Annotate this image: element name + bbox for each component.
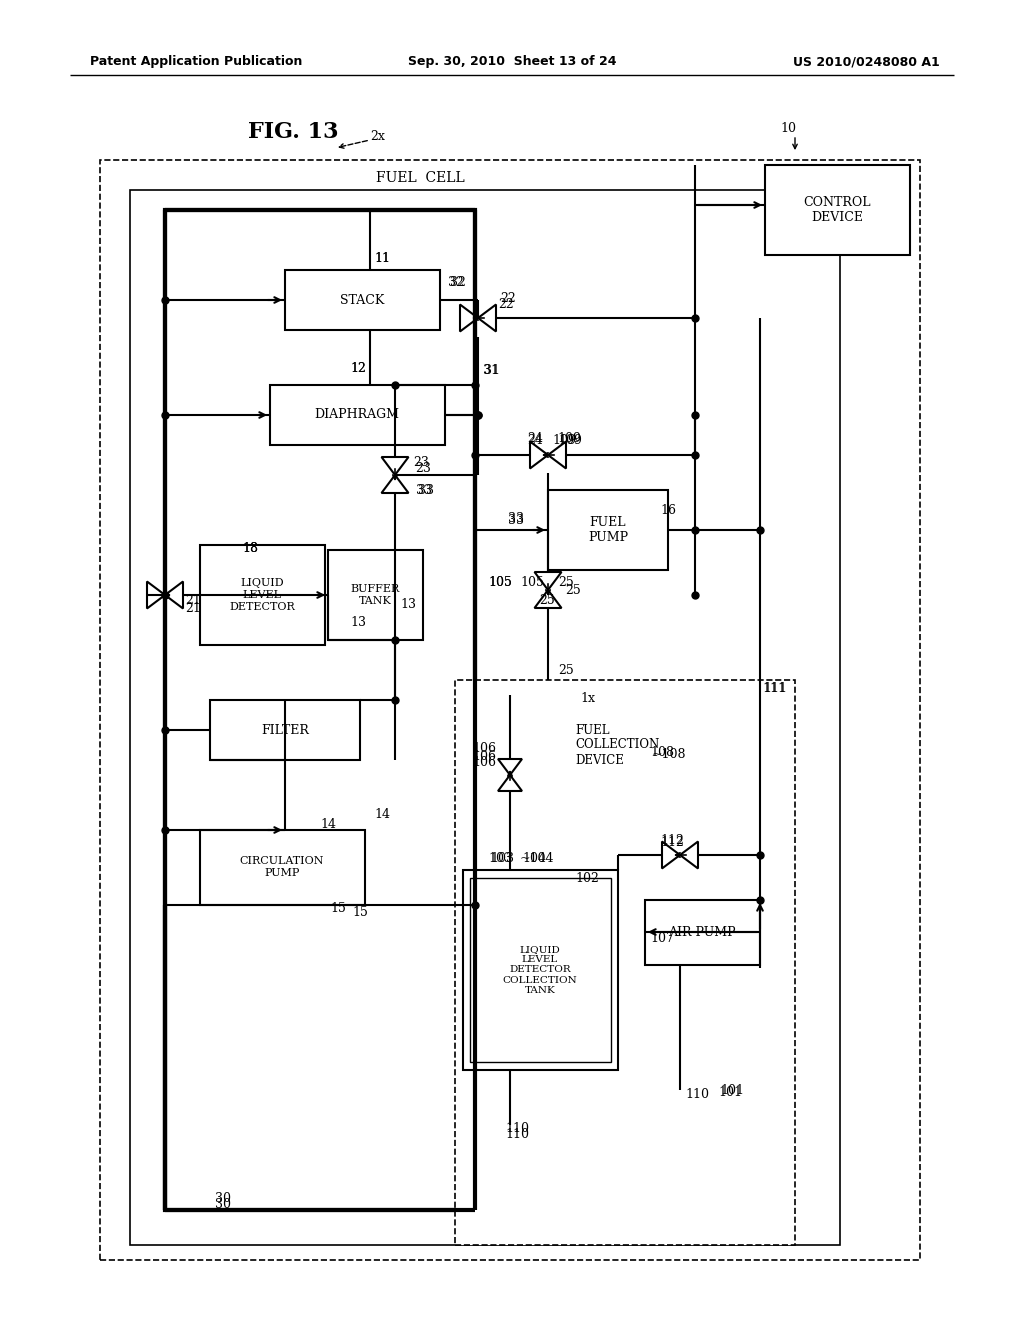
Text: 24: 24 [527,433,543,446]
Text: LIQUID
LEVEL
DETECTOR: LIQUID LEVEL DETECTOR [229,578,295,611]
Text: CONTROL
DEVICE: CONTROL DEVICE [803,195,870,224]
Bar [765,165,910,255]
Text: 106: 106 [472,742,496,755]
Text: LIQUID
LEVEL
DETECTOR
COLLECTION
TANK: LIQUID LEVEL DETECTOR COLLECTION TANK [503,945,578,995]
Text: 1x: 1x [580,692,595,705]
Text: 14: 14 [319,818,336,832]
Text: 109: 109 [558,433,582,446]
Text: FUEL  CELL: FUEL CELL [376,172,464,185]
Bar [165,210,475,1210]
Text: 32: 32 [449,276,464,289]
Bar [470,878,611,1063]
Text: 15: 15 [352,906,368,919]
Text: 10: 10 [780,121,796,135]
Bar [200,545,325,645]
Text: 12: 12 [350,362,366,375]
Text: 13: 13 [400,598,416,611]
Text: 15: 15 [330,902,346,915]
Text: 101: 101 [720,1084,744,1097]
Text: 107: 107 [650,932,674,945]
Text: ~104: ~104 [520,851,555,865]
Text: 33: 33 [508,513,524,527]
Text: 30: 30 [215,1192,231,1204]
Text: Patent Application Publication: Patent Application Publication [90,55,302,69]
Text: ~108: ~108 [652,748,686,762]
Text: FUEL
PUMP: FUEL PUMP [588,516,628,544]
Text: 14: 14 [374,808,390,821]
Text: 33: 33 [416,483,432,496]
Text: FUEL
COLLECTION
DEVICE: FUEL COLLECTION DEVICE [575,723,659,767]
Text: 2x: 2x [370,131,385,144]
Text: 112: 112 [660,833,684,846]
Text: 11: 11 [374,252,390,264]
Text: 16: 16 [660,503,676,516]
Text: BUFFER
TANK: BUFFER TANK [350,585,399,606]
Text: 11: 11 [374,252,390,264]
Text: 33: 33 [508,511,524,524]
Text: 106: 106 [472,755,496,768]
Text: 111: 111 [762,681,786,694]
Text: 12: 12 [350,362,366,375]
Bar [270,385,445,445]
Bar [285,271,440,330]
Text: 106: 106 [472,750,496,763]
Text: 108: 108 [650,746,674,759]
Text: 24: 24 [527,432,543,445]
Bar [210,700,360,760]
Text: 25: 25 [558,664,573,676]
Text: 18: 18 [242,541,258,554]
Text: 31: 31 [484,363,500,376]
Text: 104: 104 [522,851,546,865]
Text: US 2010/0248080 A1: US 2010/0248080 A1 [794,55,940,69]
Text: 102: 102 [575,871,599,884]
Bar [548,490,668,570]
Text: DIAPHRAGM: DIAPHRAGM [314,408,399,421]
Text: CIRCULATION
PUMP: CIRCULATION PUMP [240,857,325,878]
Bar [130,190,840,1245]
Text: 30: 30 [215,1199,231,1212]
Text: 25: 25 [558,576,573,589]
Bar [645,900,760,965]
Text: 25: 25 [540,594,555,606]
Text: 33: 33 [418,483,434,496]
Text: 110: 110 [505,1122,529,1134]
Text: STACK: STACK [340,293,384,306]
Text: 13: 13 [350,615,366,628]
Text: AIR PUMP: AIR PUMP [669,925,736,939]
Text: 21: 21 [185,602,201,615]
Bar [463,870,618,1071]
Text: 109: 109 [557,432,581,445]
Text: 31: 31 [483,363,499,376]
Text: 103: 103 [490,851,514,865]
Text: FIG. 13: FIG. 13 [248,121,339,143]
Text: Sep. 30, 2010  Sheet 13 of 24: Sep. 30, 2010 Sheet 13 of 24 [408,55,616,69]
Text: 105: 105 [520,576,544,589]
Bar [455,680,795,1245]
Text: 101: 101 [718,1085,742,1098]
Text: 109: 109 [552,433,575,446]
Text: 112: 112 [660,836,684,849]
Text: 111: 111 [763,681,787,694]
Text: 103: 103 [488,851,512,865]
Bar [200,830,365,906]
Text: FILTER: FILTER [261,723,309,737]
Text: 23: 23 [413,457,429,470]
Text: 22: 22 [500,292,516,305]
Text: 105: 105 [488,576,512,589]
Text: 18: 18 [242,541,258,554]
Text: 105: 105 [488,576,512,589]
Bar [100,160,920,1261]
Text: 110: 110 [505,1129,529,1142]
Text: 21: 21 [185,594,201,606]
Bar [328,550,423,640]
Text: 32: 32 [450,276,466,289]
Text: 25: 25 [565,583,581,597]
Text: 23: 23 [415,462,431,474]
Text: 110: 110 [685,1089,709,1101]
Text: 22: 22 [498,298,514,312]
